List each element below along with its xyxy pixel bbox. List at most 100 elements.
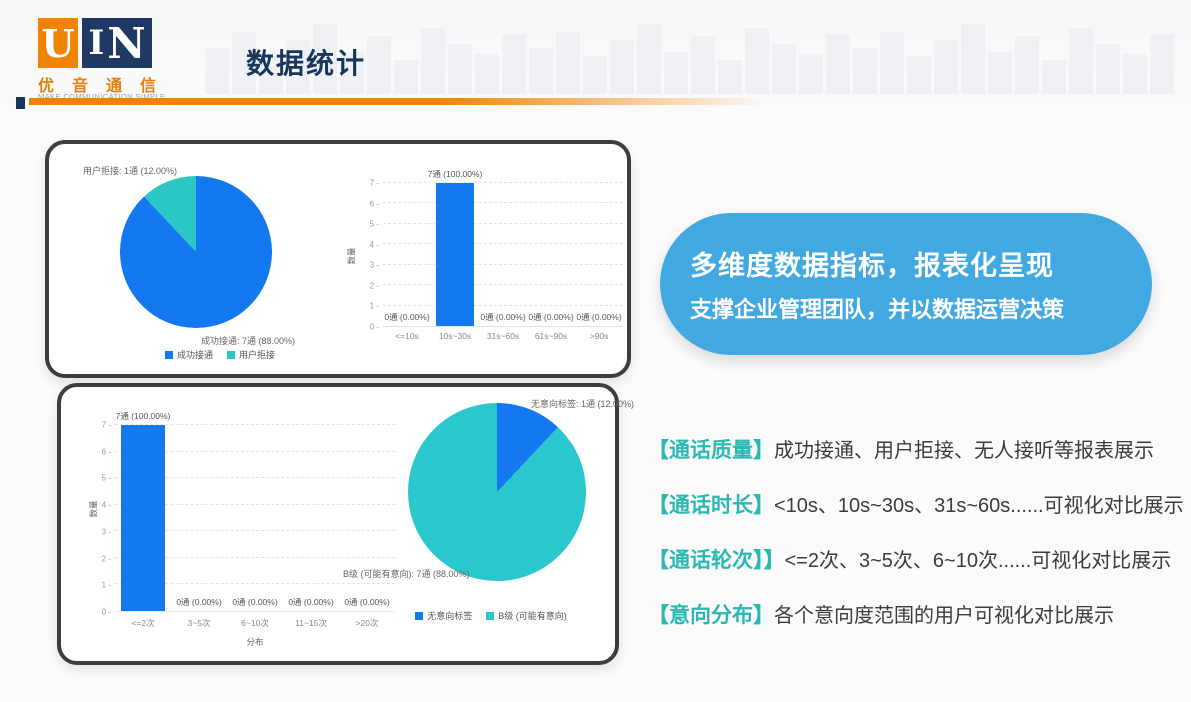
plot-area: 7通 (100.00%) 0通 (0.00%) 0通 (0.00%) 0通 (0.00…: [115, 411, 395, 612]
legend-label: 成功接通: [176, 350, 213, 360]
logo-cn-char: 优: [38, 78, 55, 95]
bar-value-label: 0通 (0.00%): [384, 312, 430, 322]
skyline-building: [637, 24, 661, 94]
bar-value-label: 0通 (0.00%): [344, 597, 390, 607]
bar-column: 0通 (0.00%): [227, 425, 283, 611]
legend-item: 用户拒接: [227, 348, 275, 361]
y-tick-label: 1 -: [369, 301, 379, 311]
x-category-label: >20次: [355, 618, 379, 628]
feature-text: <10s、10s~30s、31s~60s......可视化对比展示: [774, 495, 1184, 517]
logo-letters-in: I N: [82, 18, 152, 68]
y-tick-label: 7 -: [369, 178, 379, 188]
company-logo: U I N 优 音 通 信 MAKE COMMUNICATION SIMPLE: [38, 14, 228, 104]
skyline-building: [799, 54, 823, 94]
skyline-building: [583, 56, 607, 94]
feature-text: <=2次、3~5次、6~10次......可视化对比展示: [784, 550, 1172, 572]
x-category-label: 31s~60s: [486, 331, 520, 341]
skyline-building: [1069, 28, 1093, 94]
legend-swatch: [227, 350, 235, 359]
x-category-label: 61s~90s: [534, 331, 568, 341]
gridline: [115, 450, 395, 452]
bar-column: 7通 (100.00%): [115, 411, 171, 611]
x-category-label: <=10s: [395, 331, 419, 341]
gridline: [383, 243, 623, 245]
skyline-building: [367, 36, 391, 94]
bar-value-label: 0通 (0.00%): [288, 597, 334, 607]
skyline-building: [610, 40, 634, 94]
feature-tag: 【通话质量】: [648, 439, 774, 462]
skyline-building: [448, 44, 472, 94]
feature-tag: 【通话时长】: [648, 494, 774, 517]
feature-list: 【通话质量】成功接通、用户拒接、无人接听等报表展示 【通话时长】<10s、10s…: [648, 434, 1191, 654]
bar: [435, 183, 475, 326]
feature-tag: 【通话轮次】】: [648, 549, 785, 572]
x-axis-title: 分布: [246, 637, 264, 647]
bar-value-label: 0通 (0.00%): [480, 312, 526, 322]
x-category-label: 3~5次: [187, 618, 211, 628]
skyline-building: [691, 36, 715, 94]
city-skyline-watermark: [205, 8, 1185, 94]
y-tick-label: 4 -: [369, 240, 379, 250]
y-tick-label: 5 -: [369, 219, 379, 229]
skyline-building: [880, 32, 904, 94]
feature-row-call-quality: 【通话质量】成功接通、用户拒接、无人接听等报表展示: [648, 434, 1191, 489]
legend-swatch: [415, 611, 424, 620]
y-tick-label: 7 -: [101, 420, 111, 430]
logo-tagline: MAKE COMMUNICATION SIMPLE: [38, 92, 166, 101]
logo-letter-u: U: [38, 18, 78, 68]
skyline-building: [1042, 60, 1066, 94]
call-rounds-bar-chart: 数量 0 -1 -2 -3 -4 -5 -6 -7 - 7通 (100.00%)…: [85, 403, 415, 661]
bar-value-label: 0通 (0.00%): [176, 597, 222, 607]
gridline: [383, 284, 623, 286]
feature-text: 各个意向度范围的用户可视化对比展示: [774, 605, 1114, 627]
skyline-building: [826, 34, 850, 94]
y-tick-label: 3 -: [369, 260, 379, 270]
skyline-building: [1123, 54, 1147, 94]
skyline-building: [502, 34, 526, 94]
chart-card-top: 用户拒接: 1通 (12.00%) 成功接通: 7通 (88.00%) 成功接通…: [45, 140, 631, 378]
x-axis-labels: <=10s 10s~30s 31s~60s 61s~90s >90s: [383, 331, 623, 341]
y-tick-label: 6 -: [101, 447, 111, 457]
y-tick-label: 6 -: [369, 199, 379, 209]
legend-label: 无意向标签: [427, 611, 473, 621]
feature-row-intent: 【意向分布】各个意向度范围的用户可视化对比展示: [648, 599, 1191, 654]
bar-value-label: 0通 (0.00%): [232, 597, 278, 607]
feature-row-call-duration: 【通话时长】<10s、10s~30s、31s~60s......可视化对比展示: [648, 489, 1191, 544]
feature-row-call-rounds: 【通话轮次】】<=2次、3~5次、6~10次......可视化对比展示: [648, 544, 1191, 599]
skyline-building: [556, 32, 580, 94]
gridline: [383, 263, 623, 265]
y-axis: 0 - 1 - 2 - 3 - 4 - 5 - 6 - 7 -: [95, 421, 111, 617]
x-category-label: >90s: [589, 331, 609, 341]
skyline-building: [772, 44, 796, 94]
bar-value-label: 7通 (100.00%): [427, 169, 483, 179]
bar-column: 0通 (0.00%): [339, 425, 395, 611]
bar-column: 0通 (0.00%): [575, 183, 623, 326]
skyline-building: [988, 52, 1012, 94]
logo-letter-i: I: [88, 23, 105, 63]
legend-swatch: [486, 611, 495, 620]
bar-value-label: 0通 (0.00%): [576, 312, 622, 322]
logo-cn-char: 通: [105, 78, 122, 95]
pie-legend: 无意向标签 B级 (可能有意向): [371, 609, 611, 622]
gridline: [115, 556, 395, 558]
y-axis: 0 - 1 - 2 - 3 - 4 - 5 - 6 - 7 -: [363, 179, 379, 332]
intent-distribution-pie-chart: 无意向标签: 1通 (12.00%) B级 (可能有意向): 7通 (88.00…: [61, 387, 634, 661]
bar-column: 0通 (0.00%): [383, 183, 431, 326]
skyline-building: [394, 60, 418, 94]
skyline-building: [313, 24, 337, 94]
skyline-building: [529, 48, 553, 94]
x-category-label: 6~10次: [241, 618, 269, 628]
skyline-building: [664, 52, 688, 94]
gridline: [115, 530, 395, 532]
skyline-building: [907, 56, 931, 94]
pie-legend: 成功接通 用户拒接: [115, 348, 325, 361]
gridline: [115, 424, 395, 425]
logo-letter-n: N: [107, 18, 146, 68]
gridline: [383, 304, 623, 306]
legend-item: 无意向标签: [415, 609, 472, 622]
bar-column: 0通 (0.00%): [479, 183, 527, 326]
pie-callout: 用户拒接: 1通 (12.00%): [83, 166, 178, 176]
logo-cn-name: 优 音 通 信: [38, 72, 156, 96]
legend-item: 成功接通: [164, 348, 213, 361]
skyline-building: [961, 24, 985, 94]
